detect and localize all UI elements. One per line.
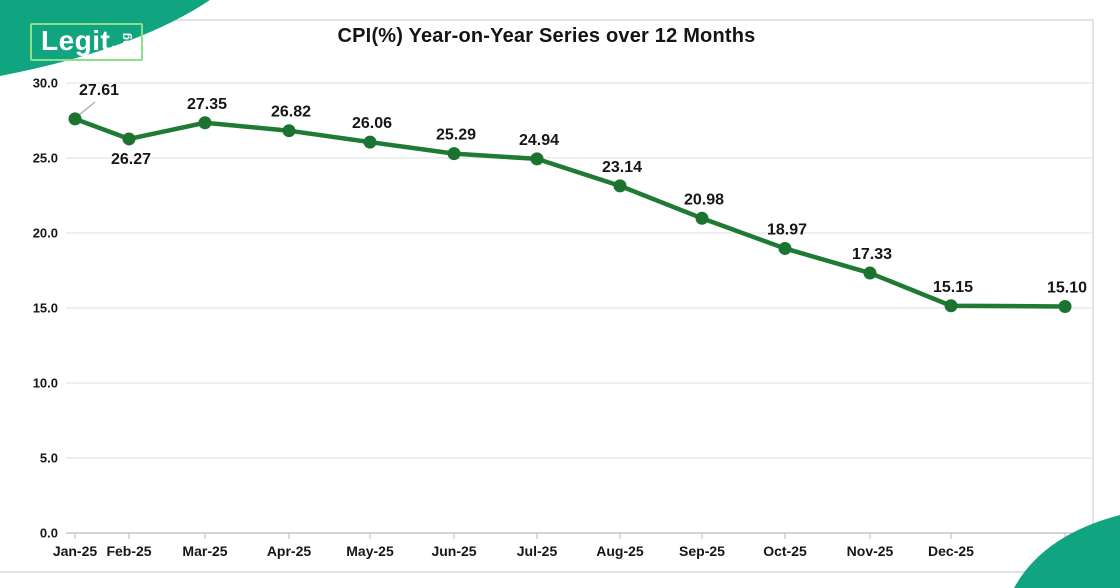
- y-axis-tick-label: 5.0: [40, 451, 58, 466]
- data-point-label: 26.82: [271, 104, 311, 121]
- data-point-label: 20.98: [684, 191, 724, 208]
- data-point: [122, 132, 136, 146]
- chart-frame: [0, 19, 1094, 573]
- x-axis-month-label: Aug-25: [596, 543, 644, 559]
- x-axis-month-label: Nov-25: [847, 543, 894, 559]
- y-axis-tick-label: 10.0: [33, 376, 58, 391]
- data-point-label: 23.14: [602, 159, 642, 176]
- data-point-label: 17.33: [852, 246, 892, 263]
- x-axis-month-label: Jul-25: [517, 543, 558, 559]
- x-axis-month-label: Feb-25: [106, 543, 151, 559]
- data-point: [363, 135, 377, 149]
- y-axis-tick-label: 25.0: [33, 151, 58, 166]
- data-point: [447, 147, 461, 161]
- data-point-label: 18.97: [767, 221, 807, 238]
- x-axis-month-label: Dec-25: [928, 543, 974, 559]
- x-axis-month-label: Sep-25: [679, 543, 725, 559]
- data-point: [944, 299, 958, 313]
- chart-title: CPI(%) Year-on-Year Series over 12 Month…: [337, 25, 756, 47]
- y-axis-tick-label: 15.0: [33, 301, 58, 316]
- data-point: [613, 179, 627, 193]
- data-point-label: 25.29: [436, 127, 476, 144]
- corner-blob-bottom-right: [1014, 515, 1120, 588]
- y-axis-tick-label: 30.0: [33, 76, 58, 91]
- data-point-label: 24.94: [519, 132, 559, 149]
- data-point-label: 26.27: [111, 151, 151, 168]
- data-point: [1058, 300, 1072, 313]
- legit-logo: Legit. ng: [30, 23, 144, 61]
- x-axis-month-label: Jan-25: [53, 543, 98, 559]
- data-point-label: 15.15: [933, 279, 973, 296]
- data-point: [282, 124, 296, 138]
- x-axis-month-label: Mar-25: [182, 543, 227, 559]
- data-point: [778, 241, 792, 255]
- y-axis-tick-label: 20.0: [33, 226, 58, 241]
- x-axis-month-label: Jun-25: [431, 543, 476, 559]
- corner-blob-top-left: [0, 0, 210, 76]
- logo-ng-suffix: ng: [118, 32, 133, 48]
- data-point: [68, 112, 82, 126]
- data-point: [863, 266, 877, 280]
- label-leader-line: [78, 101, 96, 116]
- x-axis-month-label: Apr-25: [267, 543, 312, 559]
- y-axis-tick-label: 0.0: [40, 526, 58, 541]
- series-line: [72, 116, 1068, 309]
- data-point: [695, 211, 709, 225]
- data-point-label: 26.06: [352, 115, 392, 132]
- data-point: [530, 152, 544, 166]
- data-point-label: 15.10: [1047, 280, 1087, 297]
- data-point: [198, 116, 212, 130]
- data-point-label: 27.61: [79, 82, 119, 99]
- logo-wordmark: Legit.: [41, 25, 119, 56]
- x-axis-month-label: May-25: [346, 543, 394, 559]
- x-axis-month-label: Oct-25: [763, 543, 807, 559]
- data-point-label: 27.35: [187, 96, 227, 113]
